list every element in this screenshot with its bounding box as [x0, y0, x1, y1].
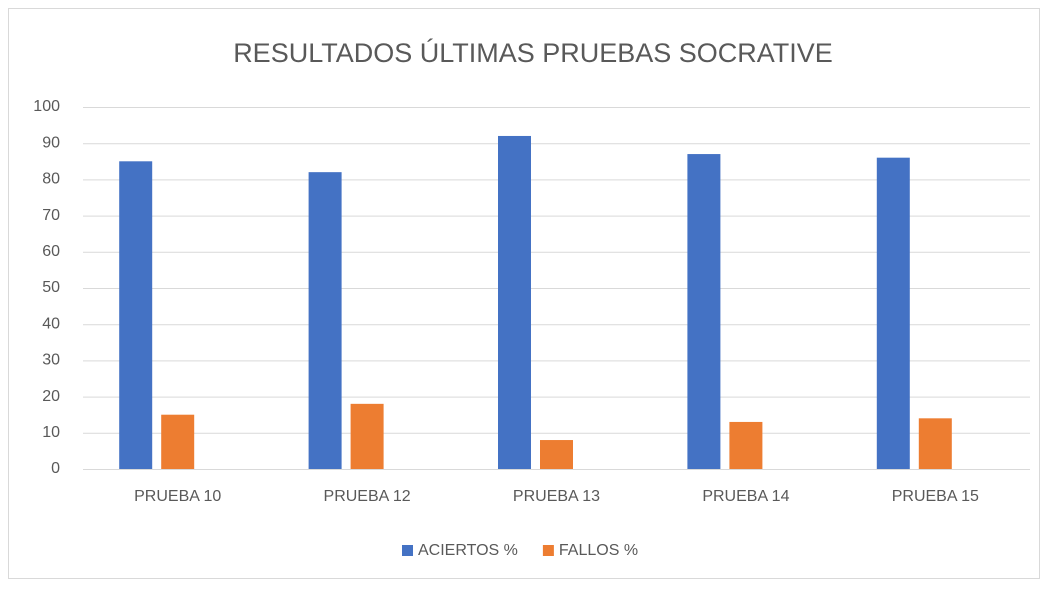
- x-tick-label: PRUEBA 10: [134, 488, 221, 505]
- y-tick-label: 80: [42, 171, 60, 188]
- y-tick-label: 30: [42, 352, 60, 369]
- bar: [687, 154, 721, 469]
- bar: [161, 414, 195, 469]
- bar: [918, 418, 952, 469]
- bar: [119, 161, 153, 470]
- y-tick-label: 70: [42, 207, 60, 224]
- y-tick-label: 0: [51, 460, 60, 477]
- y-tick-label: 60: [42, 243, 60, 260]
- y-tick-label: 90: [42, 134, 60, 151]
- x-tick-label: PRUEBA 15: [892, 488, 979, 505]
- y-tick-label: 100: [33, 98, 60, 115]
- x-tick-label: PRUEBA 13: [513, 488, 600, 505]
- x-tick-label: PRUEBA 14: [702, 488, 789, 505]
- y-tick-label: 50: [42, 279, 60, 296]
- x-tick-label: PRUEBA 12: [324, 488, 411, 505]
- bar: [308, 172, 342, 469]
- legend-label: ACIERTOS %: [418, 542, 518, 559]
- legend-label: FALLOS %: [559, 542, 638, 559]
- y-tick-label: 10: [42, 424, 60, 441]
- bar: [540, 440, 573, 469]
- bar: [350, 403, 384, 469]
- y-tick-label: 20: [42, 388, 60, 405]
- y-tick-label: 40: [42, 315, 60, 332]
- bar: [876, 157, 910, 469]
- legend-swatch: [542, 545, 554, 556]
- chart-title: RESULTADOS ÚLTIMAS PRUEBAS SOCRATIVE: [233, 37, 833, 68]
- legend-swatch: [402, 545, 413, 556]
- bar: [729, 421, 763, 469]
- bar: [498, 135, 531, 469]
